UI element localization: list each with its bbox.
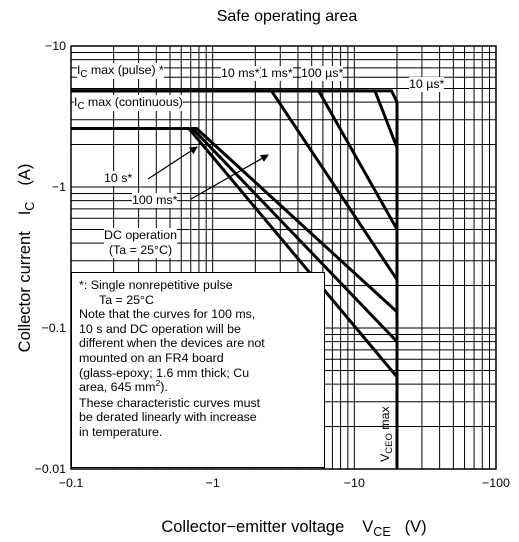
note-line: mounted on an FR4 board	[79, 350, 224, 365]
label-10s: 10 s*	[104, 171, 133, 186]
label-10ms: 10 ms*	[221, 66, 260, 81]
note-box: *: Single nonrepetitive pulse Ta = 25°C …	[71, 272, 325, 468]
x-tick-label: −0.1	[59, 476, 84, 490]
soa-curve-4	[71, 89, 399, 281]
note-line: These characteristic curves must	[79, 395, 261, 410]
label-dc-operation: DC operation (Ta = 25°C)	[104, 228, 178, 258]
x-axis-label: Collector−emitter voltage VCE (V)	[161, 518, 426, 539]
label-1ms: 1 ms*	[261, 66, 293, 81]
note-line: (glass-epoxy; 1.6 mm thick; Cu	[79, 365, 250, 380]
y-tick-label: −10	[45, 39, 66, 53]
annotation-arrows	[147, 146, 269, 200]
note-line: different when the devices are not	[79, 336, 265, 351]
arrow-10s	[147, 146, 198, 180]
grid	[71, 46, 496, 469]
label-10us: 10 µs*	[409, 77, 445, 92]
note-line: Ta = 25°C	[99, 292, 154, 307]
arrow-100ms	[190, 154, 269, 200]
note-line: Note that the curves for 100 ms,	[79, 307, 256, 322]
y-axis-label: Collector currentIC(A)	[16, 164, 37, 353]
note-line: *: Single nonrepetitive pulse	[79, 278, 233, 292]
label-ic-max-pulse: IC max (pulse) *	[77, 63, 164, 80]
dc-operation-line2: (Ta = 25°C)	[108, 243, 173, 257]
x-tick-label: −100	[482, 476, 510, 490]
label-100us: 100 µs*	[301, 66, 344, 81]
y-tick-label: −1	[52, 180, 66, 194]
x-tick-label: −10	[344, 476, 365, 490]
vceo-max-label: VCEO max	[378, 405, 395, 462]
label-100ms: 100 ms*	[132, 193, 178, 208]
soa-curve-7	[71, 127, 399, 378]
y-tick-label: −0.01	[35, 462, 66, 476]
plot-frame	[70, 45, 497, 470]
note-line: in temperature.	[79, 424, 163, 439]
note-line: be derated linearly with increase	[79, 410, 257, 425]
axis-ticks: −0.1 −1 −10 −100−10−1−0.1−0.01	[35, 39, 510, 490]
note-line: area, 645 mm2).	[79, 378, 168, 395]
note-line: 10 s and DC operation will be	[79, 321, 241, 336]
label-ic-max-continuous: IC max (continuous)	[74, 95, 183, 112]
chart-title: Safe operating area	[217, 8, 358, 25]
dc-operation-line1: DC operation	[104, 228, 178, 242]
x-tick-label: −1	[206, 476, 220, 490]
y-tick-label: −0.1	[42, 321, 67, 335]
